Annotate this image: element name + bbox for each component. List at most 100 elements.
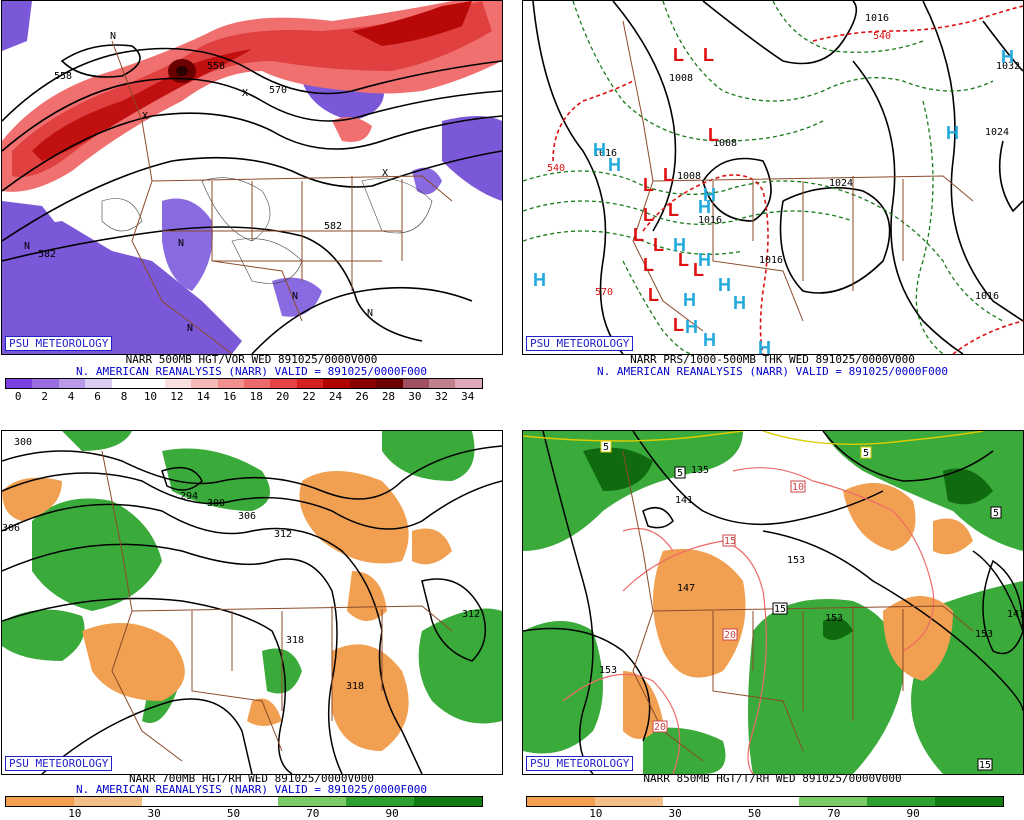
svg-text:N: N <box>24 241 30 252</box>
psu-badge: PSU METEOROLOGY <box>5 756 113 771</box>
panel-850mb-rh: 135 141 147 153 153 153 153 147 15 10 20 20 5… <box>521 421 1024 820</box>
svg-text:153: 153 <box>825 613 843 624</box>
psu-badge: PSU METEOROLOGY <box>526 756 634 771</box>
color-bar-segment <box>867 797 935 806</box>
svg-text:5: 5 <box>677 468 683 479</box>
scale-tick-label: 4 <box>67 390 75 403</box>
svg-text:153: 153 <box>787 555 805 566</box>
svg-text:153: 153 <box>975 629 993 640</box>
svg-text:H: H <box>698 250 711 270</box>
svg-text:L: L <box>643 255 654 275</box>
rh850-color-bar <box>526 796 1004 807</box>
svg-text:1016: 1016 <box>698 215 722 226</box>
color-bar-segment <box>142 797 210 806</box>
svg-text:H: H <box>703 330 716 350</box>
svg-text:N: N <box>187 323 193 334</box>
color-bar-segment <box>663 797 731 806</box>
svg-text:1008: 1008 <box>677 171 701 182</box>
svg-text:10: 10 <box>792 482 804 493</box>
color-bar-segment <box>111 379 139 388</box>
scale-tick-label: 18 <box>249 390 263 403</box>
rh700-scale-ticks: 10 30 50 70 90 <box>5 807 481 820</box>
svg-text:L: L <box>703 45 714 65</box>
panel-500mb-vorticity: 558 558 570 582 582 N N N N N N X X X PSU METE… <box>0 0 503 405</box>
color-bar-segment <box>414 797 482 806</box>
contour-label: 582 <box>324 221 342 232</box>
scale-tick-label: 20 <box>276 390 290 403</box>
scale-tick-label: 30 <box>408 390 422 403</box>
svg-text:H: H <box>703 185 716 205</box>
scale-tick-label: 24 <box>328 390 343 403</box>
color-bar-segment <box>455 379 482 388</box>
color-bar-segment <box>6 797 74 806</box>
color-bar-segment <box>32 379 59 388</box>
svg-text:H: H <box>758 338 771 354</box>
vorticity-map-svg: 558 558 570 582 582 N N N N N N X X X <box>2 1 502 354</box>
svg-text:H: H <box>673 235 686 255</box>
rh850-map-svg: 135 141 147 153 153 153 153 147 15 10 20 20 5… <box>523 431 1023 774</box>
vorticity-color-bar <box>5 378 483 389</box>
rh850-map: 135 141 147 153 153 153 153 147 15 10 20 20 5… <box>522 430 1024 775</box>
vorticity-area-southwest <box>2 221 242 354</box>
scale-tick-label: 2 <box>41 390 48 403</box>
scale-tick-label: 12 <box>170 390 184 403</box>
svg-text:N: N <box>292 291 298 302</box>
color-bar-segment <box>349 379 377 388</box>
svg-text:H: H <box>533 270 546 290</box>
svg-text:H: H <box>593 140 606 160</box>
panel-pressure-thickness: 1016 1008 1008 1008 1024 1016 1016 1016 1032 1… <box>521 0 1024 405</box>
svg-text:15: 15 <box>979 760 991 771</box>
contour-label: 558 <box>207 61 225 72</box>
svg-text:H: H <box>946 123 959 143</box>
svg-text:141: 141 <box>675 495 693 506</box>
panel-700mb-rh: 300 294 300 306 306 312 312 318 318 PSU METEOR… <box>0 421 503 820</box>
scale-tick-label: 22 <box>302 390 316 403</box>
scale-tick-label: 26 <box>355 390 369 403</box>
contour-label: 582 <box>38 249 56 260</box>
scale-tick-label: 32 <box>434 390 448 403</box>
color-bar-segment <box>731 797 799 806</box>
scale-tick-label: 30 <box>668 807 682 820</box>
color-bar-segment <box>58 379 86 388</box>
svg-text:5: 5 <box>863 448 869 459</box>
rh700-color-bar <box>5 796 483 807</box>
scale-tick-label: 50 <box>226 807 241 820</box>
svg-text:20: 20 <box>724 630 736 641</box>
svg-text:20: 20 <box>654 722 666 733</box>
color-bar-segment <box>138 379 165 388</box>
svg-text:1016: 1016 <box>759 255 783 266</box>
svg-text:L: L <box>633 225 644 245</box>
caption-valid: N. AMERICAN REANALYSIS (NARR) VALID = 89… <box>76 783 427 796</box>
rh700-map-svg: 300 294 300 306 306 312 312 318 318 <box>2 431 502 774</box>
svg-text:1008: 1008 <box>669 73 693 84</box>
svg-text:H: H <box>683 290 696 310</box>
caption-title: NARR 500MB HGT/VOR WED 891025/0000V000 <box>125 353 378 366</box>
svg-text:X: X <box>382 168 388 179</box>
caption-valid: N. AMERICAN REANALYSIS (NARR) VALID = 89… <box>76 365 427 378</box>
scale-tick-label: 90 <box>906 807 920 820</box>
color-bar-segment <box>270 379 297 388</box>
svg-text:312: 312 <box>462 609 480 620</box>
color-bar-segment <box>595 797 663 806</box>
svg-text:147: 147 <box>677 583 695 594</box>
svg-text:L: L <box>648 285 659 305</box>
color-bar-segment <box>323 379 350 388</box>
svg-text:306: 306 <box>2 523 20 534</box>
svg-text:1008: 1008 <box>713 138 737 149</box>
psu-badge: PSU METEOROLOGY <box>526 336 634 351</box>
svg-text:5: 5 <box>603 442 609 453</box>
svg-text:L: L <box>643 205 654 225</box>
scale-tick-label: 10 <box>589 807 603 820</box>
color-bar-segment <box>402 379 429 388</box>
svg-text:312: 312 <box>274 529 292 540</box>
color-bar-segment <box>346 797 414 806</box>
svg-text:N: N <box>367 308 373 319</box>
svg-text:H: H <box>608 155 621 175</box>
scale-tick-label: 10 <box>68 807 82 820</box>
svg-text:147: 147 <box>1007 609 1023 620</box>
svg-text:H: H <box>718 275 731 295</box>
scale-tick-label: 30 <box>147 807 161 820</box>
color-bar-segment <box>935 797 1003 806</box>
color-bar-segment <box>799 797 867 806</box>
svg-text:15: 15 <box>774 604 786 615</box>
